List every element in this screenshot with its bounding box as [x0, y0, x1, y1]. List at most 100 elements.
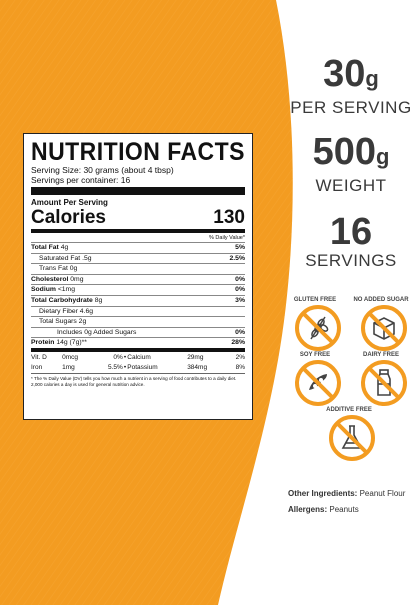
- stat-number: 500: [312, 131, 376, 173]
- badge-label-additive-free: ADDITIVE FREE: [326, 407, 372, 413]
- daily-value-footnote: * The % Daily Value (DV) tells you how m…: [31, 375, 237, 387]
- nutrient-label: Saturated Fat .5g: [39, 254, 92, 264]
- nutrient-name: Total Sugars: [39, 318, 77, 326]
- nutrient-label: Total Carbohydrate 8g: [31, 296, 102, 306]
- stat-number: 30: [323, 53, 366, 95]
- nutrient-daily-value: 5%: [235, 244, 245, 251]
- nutrient-amount: 2g: [78, 318, 87, 326]
- gluten-free-badge: [295, 305, 341, 351]
- badge-label-soy-free: SOY FREE: [299, 352, 331, 358]
- nutrient-row: Cholesterol 0mg 0%: [31, 273, 245, 285]
- nutrient-label: Dietary Fiber 4.6g: [39, 307, 93, 317]
- nutrient-label: Protein 14g (7g)**: [31, 338, 87, 348]
- medium-divider: [31, 229, 245, 233]
- nutrient-name: Saturated Fat: [39, 254, 81, 262]
- nutrient-label: Trans Fat 0g: [39, 264, 77, 274]
- stat-label: SERVINGS: [305, 251, 397, 270]
- nutrient-label: Total Fat 4g: [31, 243, 68, 253]
- nutrient-row: Trans Fat 0g: [31, 263, 245, 274]
- vitamin-cell: Vit. D: [31, 353, 47, 361]
- nutrient-name: Protein: [31, 339, 55, 347]
- nutrient-daily-value: 0%: [235, 286, 245, 294]
- nutrient-label: Includes 0g Added Sugars: [57, 328, 136, 338]
- calories-label: Calories: [31, 207, 106, 228]
- vitamin-cell: 0mcg: [62, 353, 79, 361]
- nutrient-row: Protein 14g (7g)** 28%: [31, 337, 245, 348]
- nutrient-amount: 0g: [69, 265, 78, 273]
- nutrient-daily-value: 0%: [235, 275, 245, 283]
- vitamins-table: Vit. D 0mcg 0% • Calcium 29mg 2% Iron 1mg 5.5% • Po…: [31, 353, 245, 373]
- nutrition-facts-panel: NUTRITION FACTS Serving Size: 30 grams (…: [23, 133, 253, 420]
- nutrient-amount: 8g: [94, 296, 103, 304]
- vitamin-cell: 2%: [235, 353, 245, 361]
- vitamin-cell: 29mg: [187, 353, 204, 361]
- dairy-free-badge: [361, 360, 407, 406]
- stat-label: WEIGHT: [315, 176, 387, 195]
- other-ingredients-label: Other Ingredients:: [288, 489, 358, 498]
- vitamin-row: Vit. D 0mcg 0% • Calcium 29mg 2%: [31, 353, 245, 363]
- nutrient-daily-value: 3%: [235, 296, 245, 304]
- nutrient-amount: 4g: [60, 244, 69, 251]
- bullet-separator: •: [123, 353, 127, 361]
- nutrient-name: Includes 0g Added Sugars: [57, 328, 137, 336]
- nutrient-row: Total Carbohydrate 8g 3%: [31, 294, 245, 306]
- stat-label: PER SERVING: [290, 98, 412, 117]
- stat-weight: 500g WEIGHT: [286, 133, 416, 196]
- stat-unit: g: [365, 66, 379, 91]
- thick-divider: [31, 187, 245, 195]
- stat-unit: g: [375, 144, 390, 169]
- other-ingredients-value: Peanut Flour: [359, 489, 406, 498]
- nutrient-rows: Total Fat 4g 5% Saturated Fat .5g 2.5% Trans…: [31, 242, 245, 348]
- nutrient-row: Sodium <1mg 0%: [31, 284, 245, 295]
- thick-divider-2: [31, 347, 245, 352]
- nutrient-daily-value: 2.5%: [229, 254, 246, 262]
- badge-label-dairy-free: DAIRY FREE: [362, 352, 399, 358]
- nutrient-row: Includes 0g Added Sugars 0%: [31, 326, 245, 338]
- nutrient-row: Dietary Fiber 4.6g: [31, 305, 245, 317]
- thin-divider: [31, 372, 245, 374]
- amount-per-serving: Amount Per Serving: [31, 198, 108, 207]
- bullet-separator: •: [123, 363, 127, 371]
- other-ingredients: Other Ingredients: Peanut Flour: [288, 489, 405, 498]
- nutrient-name: Cholesterol: [31, 275, 69, 283]
- stat-per-serving: 30g PER SERVING: [286, 55, 416, 118]
- no-added-sugar-badge: [361, 305, 407, 351]
- nutrient-label: Cholesterol 0mg: [31, 275, 84, 285]
- allergens-value: Peanuts: [329, 505, 359, 514]
- allergens-label: Allergens:: [288, 505, 328, 514]
- nutrient-amount: 0mg: [70, 275, 84, 283]
- additive-free-badge: [329, 415, 375, 461]
- nutrient-amount: .5g: [82, 254, 92, 262]
- allergens: Allergens: Peanuts: [288, 505, 359, 514]
- nutrient-daily-value: 28%: [231, 339, 245, 347]
- nutrient-row: Total Sugars 2g: [31, 316, 245, 327]
- nutrient-row: Total Fat 4g 5%: [31, 242, 245, 253]
- vitamin-cell: 1mg: [62, 363, 75, 371]
- nutrient-amount: 4.6g: [79, 307, 94, 315]
- vitamin-cell: 0%: [113, 353, 123, 361]
- serving-size: Serving Size: 30 grams (about 4 tbsp): [31, 165, 174, 175]
- calories-value: 130: [213, 207, 245, 228]
- vitamin-row: Iron 1mg 5.5% • Potassium 384mg 8%: [31, 363, 245, 373]
- vitamin-cell: 8%: [235, 363, 245, 371]
- nutrient-amount: <1mg: [57, 286, 76, 294]
- nutrition-facts-title: NUTRITION FACTS: [31, 138, 245, 166]
- badge-label-no-added-sugar: NO ADDED SUGAR: [353, 297, 409, 303]
- daily-value-header: % Daily Value*: [209, 235, 245, 241]
- badge-label-gluten-free: GLUTEN FREE: [293, 297, 337, 303]
- soy-free-badge: [295, 360, 341, 406]
- vitamin-cell: Potassium: [127, 363, 158, 371]
- nutrient-name: Sodium: [31, 286, 56, 294]
- vitamin-cell: Iron: [31, 363, 43, 371]
- nutrient-row: Saturated Fat .5g 2.5%: [31, 252, 246, 264]
- nutrient-name: Total Carbohydrate: [31, 296, 93, 304]
- vitamin-cell: Calcium: [127, 353, 151, 361]
- nutrient-label: Sodium <1mg: [31, 285, 75, 295]
- stat-servings: 16 SERVINGS: [286, 213, 416, 271]
- nutrient-daily-value: 0%: [235, 328, 245, 336]
- nutrient-name: Dietary Fiber: [39, 307, 78, 315]
- nutrient-label: Total Sugars 2g: [39, 317, 86, 327]
- nutrient-name: Total Fat: [31, 244, 59, 251]
- stat-number: 16: [329, 211, 373, 253]
- calories-row: Calories 130: [31, 208, 245, 228]
